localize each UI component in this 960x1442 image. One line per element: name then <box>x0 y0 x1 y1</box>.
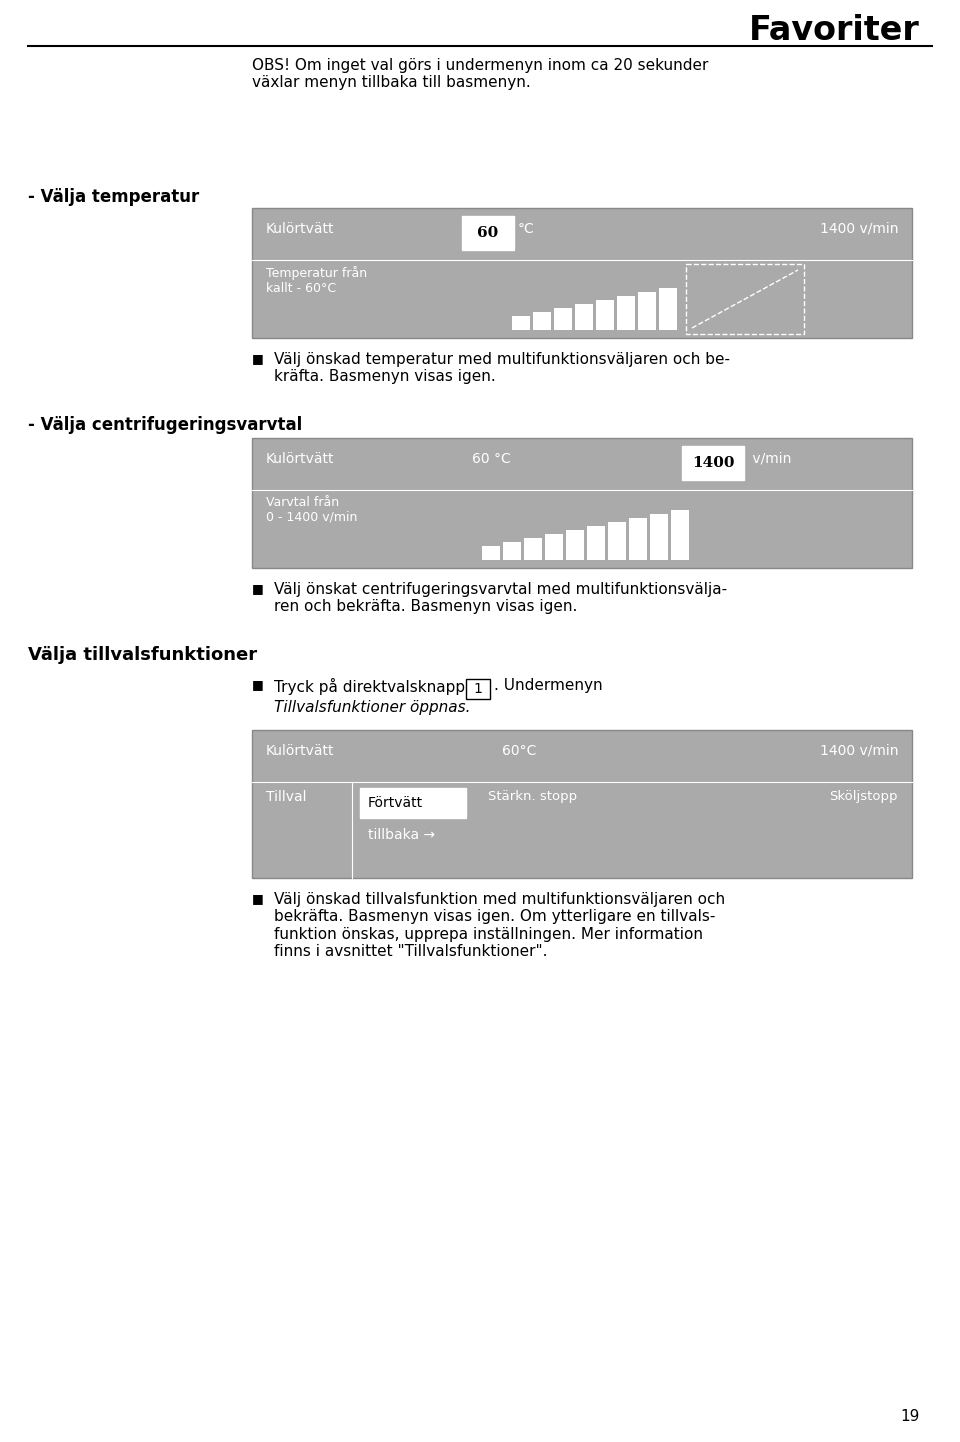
Text: Sköljstopp: Sköljstopp <box>829 790 898 803</box>
Text: Välj önskad temperatur med multifunktionsväljaren och be-
kräfta. Basmenyn visas: Välj önskad temperatur med multifunktion… <box>274 352 730 385</box>
Text: 1400: 1400 <box>692 456 734 470</box>
Bar <box>608 522 626 559</box>
Text: Välj önskat centrifugeringsvarvtal med multifunktionsvälja-
ren och bekräfta. Ba: Välj önskat centrifugeringsvarvtal med m… <box>274 583 727 614</box>
Text: Kulörtvätt: Kulörtvätt <box>266 451 334 466</box>
Text: - Välja temperatur: - Välja temperatur <box>28 187 200 206</box>
Text: 60°C: 60°C <box>502 744 537 758</box>
Bar <box>617 296 635 330</box>
Text: Favoriter: Favoriter <box>749 14 920 48</box>
Text: v/min: v/min <box>748 451 791 466</box>
Bar <box>554 309 572 330</box>
Text: Temperatur från
kallt - 60°C: Temperatur från kallt - 60°C <box>266 265 367 296</box>
Text: ■: ■ <box>252 678 264 691</box>
Text: Välj önskad tillvalsfunktion med multifunktionsväljaren och
bekräfta. Basmenyn v: Välj önskad tillvalsfunktion med multifu… <box>274 893 725 959</box>
Text: . Undermenyn: . Undermenyn <box>494 678 603 694</box>
Bar <box>566 531 584 559</box>
Bar <box>638 291 656 330</box>
Bar <box>545 534 563 559</box>
Bar <box>650 513 668 559</box>
Bar <box>482 547 500 559</box>
Text: Förtvätt: Förtvätt <box>368 796 423 810</box>
Text: ■: ■ <box>252 893 264 906</box>
Bar <box>533 311 551 330</box>
Text: Kulörtvätt: Kulörtvätt <box>266 222 334 236</box>
Text: ■: ■ <box>252 352 264 365</box>
Text: Välja tillvalsfunktioner: Välja tillvalsfunktioner <box>28 646 257 663</box>
Bar <box>252 438 912 568</box>
Bar <box>629 518 647 559</box>
Text: tillbaka →: tillbaka → <box>368 828 435 842</box>
Text: 19: 19 <box>900 1409 920 1425</box>
Text: - Välja centrifugeringsvarvtal: - Välja centrifugeringsvarvtal <box>28 415 302 434</box>
Text: Tillval: Tillval <box>266 790 306 805</box>
Bar <box>466 679 490 699</box>
Text: Tillvalsfunktioner öppnas.: Tillvalsfunktioner öppnas. <box>274 699 470 715</box>
Text: 60 °C: 60 °C <box>472 451 511 466</box>
Bar <box>686 264 804 335</box>
Bar <box>360 787 466 818</box>
Bar <box>462 216 514 249</box>
Bar <box>659 288 677 330</box>
Text: 1400 v/min: 1400 v/min <box>820 222 898 236</box>
Bar <box>682 446 744 480</box>
Text: °C: °C <box>518 222 535 236</box>
Bar <box>587 526 605 559</box>
Text: Kulörtvätt: Kulörtvätt <box>266 744 334 758</box>
Text: OBS! Om inget val görs i undermenyn inom ca 20 sekunder
växlar menyn tillbaka ti: OBS! Om inget val görs i undermenyn inom… <box>252 58 708 91</box>
Bar <box>512 316 530 330</box>
Bar <box>596 300 614 330</box>
Bar <box>252 730 912 878</box>
Text: Varvtal från
0 - 1400 v/min: Varvtal från 0 - 1400 v/min <box>266 496 357 523</box>
Text: Stärkn. stopp: Stärkn. stopp <box>488 790 577 803</box>
Bar <box>524 538 542 559</box>
Text: 1: 1 <box>473 682 483 696</box>
Bar <box>503 542 521 559</box>
Bar <box>671 510 689 559</box>
Text: 60: 60 <box>477 226 498 239</box>
Text: Tryck på direktvalsknappen: Tryck på direktvalsknappen <box>274 678 490 695</box>
Bar <box>575 304 593 330</box>
Text: 1400 v/min: 1400 v/min <box>820 744 898 758</box>
Bar <box>252 208 912 337</box>
Text: ■: ■ <box>252 583 264 596</box>
